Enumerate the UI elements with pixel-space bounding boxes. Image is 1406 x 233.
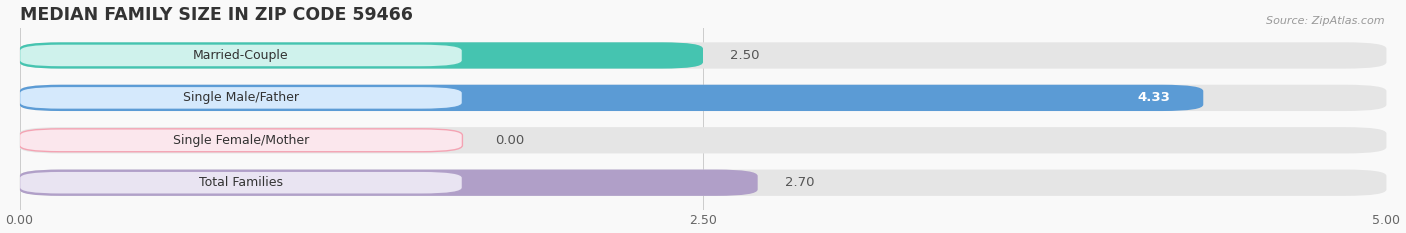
Text: 2.70: 2.70 (785, 176, 814, 189)
FancyBboxPatch shape (20, 42, 703, 69)
FancyBboxPatch shape (20, 44, 463, 67)
FancyBboxPatch shape (20, 85, 1386, 111)
Text: MEDIAN FAMILY SIZE IN ZIP CODE 59466: MEDIAN FAMILY SIZE IN ZIP CODE 59466 (20, 6, 412, 24)
Text: Single Female/Mother: Single Female/Mother (173, 134, 309, 147)
FancyBboxPatch shape (20, 129, 463, 152)
Text: Married-Couple: Married-Couple (193, 49, 288, 62)
Text: Total Families: Total Families (200, 176, 283, 189)
Text: 4.33: 4.33 (1137, 91, 1170, 104)
FancyBboxPatch shape (20, 170, 1386, 196)
Text: 2.50: 2.50 (730, 49, 759, 62)
Text: Source: ZipAtlas.com: Source: ZipAtlas.com (1267, 16, 1385, 26)
FancyBboxPatch shape (20, 85, 1204, 111)
FancyBboxPatch shape (20, 171, 463, 194)
FancyBboxPatch shape (20, 170, 758, 196)
Text: 0.00: 0.00 (495, 134, 524, 147)
Text: Single Male/Father: Single Male/Father (183, 91, 299, 104)
FancyBboxPatch shape (20, 127, 1386, 154)
FancyBboxPatch shape (20, 86, 463, 109)
FancyBboxPatch shape (20, 42, 1386, 69)
